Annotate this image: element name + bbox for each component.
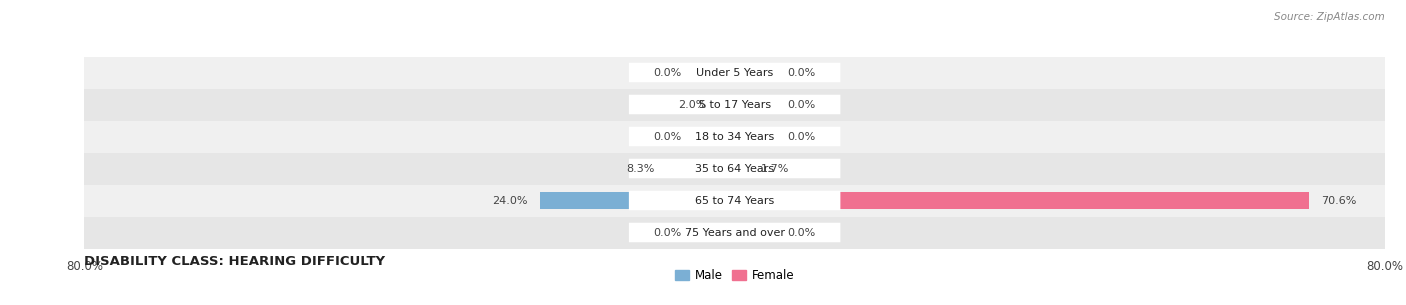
- Bar: [695, 128, 735, 145]
- Text: 65 to 74 Years: 65 to 74 Years: [695, 196, 775, 206]
- Text: 0.0%: 0.0%: [787, 67, 815, 77]
- Text: Under 5 Years: Under 5 Years: [696, 67, 773, 77]
- FancyBboxPatch shape: [628, 95, 841, 114]
- Bar: [735, 224, 775, 241]
- FancyBboxPatch shape: [628, 191, 841, 210]
- Bar: [668, 160, 735, 177]
- FancyBboxPatch shape: [628, 63, 841, 82]
- Text: 70.6%: 70.6%: [1320, 196, 1355, 206]
- Bar: [718, 96, 735, 113]
- Bar: [695, 224, 735, 241]
- Bar: [84, 152, 1385, 185]
- Text: DISABILITY CLASS: HEARING DIFFICULTY: DISABILITY CLASS: HEARING DIFFICULTY: [84, 255, 385, 268]
- Bar: [735, 192, 1309, 209]
- Text: 5 to 17 Years: 5 to 17 Years: [699, 99, 770, 109]
- Bar: [735, 96, 775, 113]
- FancyBboxPatch shape: [628, 159, 841, 178]
- Bar: [84, 120, 1385, 152]
- Text: 75 Years and over: 75 Years and over: [685, 228, 785, 238]
- Text: 8.3%: 8.3%: [627, 163, 655, 174]
- Bar: [735, 160, 748, 177]
- FancyBboxPatch shape: [628, 127, 841, 146]
- Bar: [695, 64, 735, 81]
- Text: 18 to 34 Years: 18 to 34 Years: [695, 131, 775, 142]
- Bar: [735, 128, 775, 145]
- Bar: [84, 185, 1385, 217]
- Bar: [84, 217, 1385, 249]
- Bar: [735, 64, 775, 81]
- FancyBboxPatch shape: [628, 223, 841, 242]
- Bar: [540, 192, 735, 209]
- Bar: [84, 56, 1385, 88]
- Text: 2.0%: 2.0%: [678, 99, 706, 109]
- Text: 0.0%: 0.0%: [787, 131, 815, 142]
- Text: 35 to 64 Years: 35 to 64 Years: [695, 163, 775, 174]
- Text: 1.7%: 1.7%: [761, 163, 789, 174]
- Bar: [84, 88, 1385, 120]
- Text: 0.0%: 0.0%: [787, 228, 815, 238]
- Text: 24.0%: 24.0%: [492, 196, 527, 206]
- Legend: Male, Female: Male, Female: [669, 265, 800, 287]
- Text: 0.0%: 0.0%: [654, 228, 682, 238]
- Text: 0.0%: 0.0%: [654, 131, 682, 142]
- Text: 0.0%: 0.0%: [787, 99, 815, 109]
- Text: 0.0%: 0.0%: [654, 67, 682, 77]
- Text: Source: ZipAtlas.com: Source: ZipAtlas.com: [1274, 12, 1385, 22]
